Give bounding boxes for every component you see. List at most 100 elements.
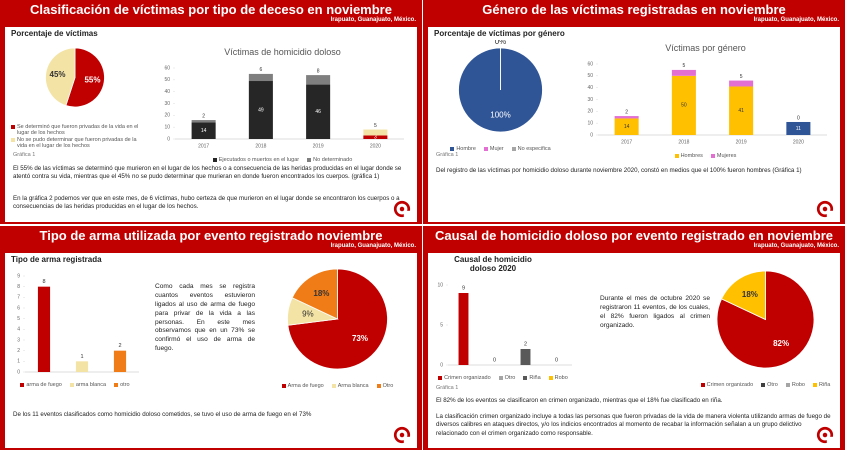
slide-card: Porcentaje de víctimas 55% 45% Se determinó… bbox=[5, 27, 417, 222]
y-tick-label: 60 bbox=[587, 61, 593, 67]
value-label: 14 bbox=[624, 124, 630, 130]
value-label: 49 bbox=[258, 107, 264, 113]
value-label: 0 bbox=[555, 357, 558, 363]
y-tick-label: 1 bbox=[17, 359, 20, 365]
value-label: 18% bbox=[742, 290, 758, 299]
legend-label: Riña bbox=[529, 375, 541, 381]
value-label: 1 bbox=[80, 354, 83, 360]
logo bbox=[816, 200, 834, 218]
chart: Porcentaje de víctimas por género 100% 0% H… bbox=[428, 27, 573, 152]
legend-swatch bbox=[548, 376, 553, 380]
slide: Clasificación de víctimas por tipo de de… bbox=[0, 0, 422, 224]
y-tick-label: 40 bbox=[164, 89, 170, 95]
value-label: 5 bbox=[374, 123, 377, 129]
chart: Tipo de arma registrada 0 1 2 3 4 5 6 7 8 9 8 1 2 arma… bbox=[5, 253, 145, 388]
legend-item: Crimen organizado bbox=[700, 382, 753, 388]
legend-label: Hombres bbox=[680, 153, 703, 159]
slide-card: Porcentaje de víctimas por género 100% 0% H… bbox=[428, 27, 840, 222]
legend-item: No determinado bbox=[307, 157, 352, 163]
logo-cut bbox=[403, 210, 411, 218]
legend-label: Mujer bbox=[489, 146, 504, 152]
x-tick-label: 2017 bbox=[621, 139, 632, 145]
value-label: 0 bbox=[493, 357, 496, 363]
chart-plot: 55% 45% bbox=[45, 47, 105, 108]
y-tick-label: 40 bbox=[587, 85, 593, 91]
bar-segment bbox=[248, 73, 273, 82]
value-label: 100% bbox=[490, 110, 510, 119]
paragraph: Como cada mes se registra cuantos evento… bbox=[155, 283, 255, 353]
x-tick-label: 2017 bbox=[198, 143, 209, 149]
bar-segment bbox=[363, 129, 388, 136]
legend-swatch bbox=[114, 383, 119, 387]
chart-title: Porcentaje de víctimas por género bbox=[434, 29, 565, 38]
legend: Ejecutados o muertos en el lugar No deter… bbox=[155, 157, 410, 163]
paragraph: En la gráfica 2 podemos ver que en este … bbox=[13, 195, 400, 211]
y-tick-label: 0 bbox=[440, 362, 443, 368]
legend-swatch bbox=[785, 383, 790, 387]
y-tick-label: 10 bbox=[437, 282, 443, 288]
legend-label: Otro bbox=[504, 375, 516, 381]
y-tick-label: 10 bbox=[164, 124, 170, 130]
y-tick-label: 30 bbox=[164, 101, 170, 107]
chart: Causal de homicidio doloso 2020 0 5 10 9 0 2 0 C… bbox=[428, 253, 578, 381]
legend-label: Crimen organizado bbox=[444, 375, 491, 381]
legend-label: No determinado bbox=[313, 157, 353, 163]
x-tick-label: 2020 bbox=[793, 139, 804, 145]
legend-swatch bbox=[20, 383, 25, 387]
legend: Crimen organizado Otro Robo Riña bbox=[693, 382, 838, 388]
y-tick-label: 3 bbox=[17, 337, 20, 343]
value-label: 5 bbox=[682, 63, 685, 69]
legend-label: arma de fuego bbox=[26, 382, 62, 388]
slide: Tipo de arma utilizada por evento regist… bbox=[0, 226, 422, 450]
legend-swatch bbox=[450, 147, 455, 151]
value-label: 2 bbox=[524, 341, 527, 347]
legend-label: arma blanca bbox=[75, 382, 107, 388]
location: Irapuato, Guanajuato, México. bbox=[753, 17, 839, 23]
value-label: 8 bbox=[42, 279, 45, 285]
value-label: 3 bbox=[374, 135, 377, 141]
bar-segment bbox=[363, 135, 388, 139]
logo-ring bbox=[393, 426, 411, 444]
logo-dot bbox=[822, 432, 828, 438]
legend-label: Robo bbox=[791, 382, 805, 388]
logo-ring bbox=[393, 200, 411, 218]
x-tick-label: 2018 bbox=[678, 139, 689, 145]
paragraph: Del registro de las víctimas por homicid… bbox=[436, 167, 802, 174]
y-tick-label: 0 bbox=[590, 132, 593, 138]
value-label: 14 bbox=[201, 128, 207, 134]
legend-item: Ejecutados o muertos en el lugar bbox=[212, 157, 299, 163]
slide-title: Tipo de arma utilizada por evento regist… bbox=[39, 228, 383, 243]
legend-swatch bbox=[69, 383, 74, 387]
bar-segment bbox=[729, 80, 754, 87]
value-label: 11 bbox=[796, 126, 801, 132]
chart-title: Causal de homicidio doloso 2020 bbox=[454, 255, 532, 273]
legend-swatch bbox=[281, 384, 286, 388]
value-label: 2 bbox=[625, 109, 628, 115]
legend-label: otro bbox=[120, 382, 130, 388]
legend-label: Hombre bbox=[456, 146, 476, 152]
legend-item: Crimen organizado bbox=[438, 375, 491, 381]
legend-swatch bbox=[674, 154, 679, 158]
y-tick-label: 5 bbox=[17, 316, 20, 322]
legend-item: Otro bbox=[376, 383, 393, 389]
legend-item: Otro bbox=[761, 382, 778, 388]
bar-segment bbox=[786, 121, 811, 135]
y-tick-label: 2 bbox=[17, 348, 20, 354]
legend: Arma de fuego Arma blanca Otro bbox=[260, 383, 415, 389]
x-tick-label: 2020 bbox=[370, 143, 381, 149]
legend-label: Robo bbox=[554, 375, 568, 381]
legend-item: Robo bbox=[548, 375, 568, 381]
value-label: 45% bbox=[50, 70, 66, 79]
legend-item: Riña bbox=[523, 375, 541, 381]
logo-ring bbox=[816, 426, 834, 444]
logo bbox=[393, 200, 411, 218]
legend-swatch bbox=[511, 147, 516, 151]
slide-card: Tipo de arma registrada 0 1 2 3 4 5 6 7 8 9 8 1 2 arma… bbox=[5, 253, 417, 448]
x-tick-label: 2019 bbox=[313, 143, 324, 149]
bar bbox=[113, 350, 127, 372]
chart-plot: 100% 0% bbox=[458, 40, 543, 133]
legend: Hombre Mujer No especifica bbox=[428, 146, 573, 152]
legend-item: otro bbox=[114, 382, 130, 388]
slide-title: Género de las víctimas registradas en no… bbox=[482, 2, 786, 17]
bar bbox=[75, 361, 89, 372]
